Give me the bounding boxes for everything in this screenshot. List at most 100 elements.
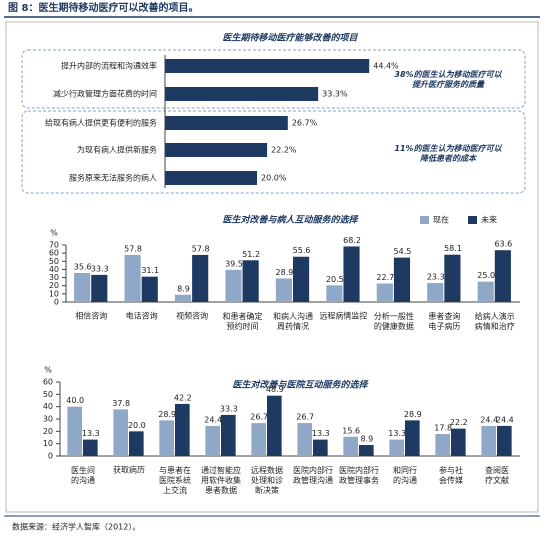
value-label: 63.6	[494, 240, 512, 249]
bar	[165, 59, 370, 73]
value-label: 25.0	[477, 271, 495, 280]
chart-title: 医生对改善与医院互动服务的选择	[232, 380, 369, 391]
category-label: 给现有病人提供更有便利的服务	[45, 118, 157, 128]
bar	[83, 439, 98, 456]
y-tick-label: 10	[49, 289, 59, 298]
value-label: 31.1	[141, 266, 159, 275]
x-tick-label: 给病人演示病情和治疗	[475, 311, 515, 331]
value-label: 42.2	[174, 393, 192, 402]
figure-title: 图 8：医生期待移动医疗可以改善的项目。	[8, 1, 198, 14]
x-tick-label: 通过智能应用软件收集患者数据	[201, 465, 241, 495]
bar	[293, 256, 310, 302]
x-tick-label: 相信咨询	[75, 311, 107, 321]
value-label: 8.9	[177, 284, 190, 293]
bar	[124, 254, 141, 302]
value-label: 37.8	[112, 399, 130, 408]
y-tick-label: 60	[43, 378, 53, 387]
bar	[165, 171, 257, 185]
bar	[405, 420, 420, 456]
value-label: 55.6	[293, 246, 311, 255]
bar	[376, 283, 393, 302]
value-label: 28.9	[404, 410, 422, 419]
bar	[435, 434, 450, 456]
value-label: 23.3	[427, 273, 445, 282]
value-label: 24.4	[496, 415, 514, 424]
y-tick-label: 50	[43, 390, 53, 399]
bar	[297, 423, 312, 456]
y-tick-label: 70	[49, 241, 59, 250]
bar	[129, 431, 144, 456]
value-label: 22.7	[376, 273, 394, 282]
source-note: 数据来源：经济学人智库（2012）。	[12, 522, 140, 532]
bar	[251, 423, 266, 456]
bar	[165, 143, 268, 157]
bar	[477, 281, 494, 302]
x-tick-label: 患者查询电子病历	[428, 311, 460, 331]
annotation: 11%的医生认为移动医疗可以降低患者的成本	[394, 144, 502, 163]
value-label: 57.8	[124, 244, 142, 253]
y-tick-label: 10	[43, 439, 53, 448]
legend-label: 未来	[481, 215, 497, 225]
value-label: 57.8	[192, 244, 210, 253]
bar	[91, 274, 108, 302]
value-label: 13.3	[82, 429, 100, 438]
x-tick-label: 医院内部行政管理沟通	[293, 465, 333, 485]
bar	[221, 414, 236, 456]
chart-title: 医生对改善与病人互动服务的选择	[222, 215, 359, 226]
y-tick-label: 50	[49, 257, 59, 266]
bar	[165, 87, 319, 101]
x-tick-label: 和同行的沟通	[393, 465, 417, 485]
bar	[113, 409, 128, 456]
value-label: 8.9	[360, 435, 373, 444]
category-label: 服务原来无法服务的病人	[69, 173, 157, 183]
value-label: 26.7	[250, 413, 268, 422]
bar	[313, 439, 328, 456]
value-label: 20.5	[326, 275, 344, 284]
bar	[174, 294, 192, 302]
bar	[389, 439, 404, 456]
bar	[74, 273, 91, 302]
value-label: 20.0	[128, 421, 146, 430]
x-tick-label: 查阅医疗文献	[485, 465, 509, 485]
value-label: 48.9	[266, 385, 284, 394]
bar	[326, 285, 343, 302]
bar	[444, 254, 461, 302]
bar	[343, 436, 358, 456]
bar	[242, 260, 259, 302]
value-label: 44.4%	[373, 62, 399, 71]
value-label: 51.2	[242, 250, 260, 259]
y-axis-label: %	[44, 366, 52, 375]
bar	[275, 278, 292, 302]
bar	[175, 403, 190, 456]
value-label: 15.6	[342, 426, 360, 435]
bar	[343, 246, 360, 302]
bar	[497, 425, 512, 456]
y-tick-label: 30	[43, 415, 53, 424]
value-label: 22.2	[450, 418, 468, 427]
x-tick-label: 和病人沟通周药情况	[273, 311, 313, 331]
value-label: 13.3	[388, 429, 406, 438]
value-label: 26.7	[296, 413, 314, 422]
x-tick-label: 远程病情监控	[319, 311, 367, 321]
y-tick-label: 40	[49, 265, 59, 274]
bar	[141, 276, 158, 302]
y-tick-label: 20	[49, 281, 59, 290]
chart-title: 医生期待移动医疗能够改善的项目	[222, 33, 358, 44]
bar	[225, 269, 242, 302]
bar	[67, 406, 82, 456]
annotation: 38%的医生认为移动医疗可以提升医疗服务的质量	[394, 70, 502, 89]
x-tick-label: 视频咨询	[176, 311, 208, 321]
value-label: 33.3	[220, 404, 238, 413]
y-tick-label: 0	[48, 452, 53, 461]
bar	[192, 254, 209, 302]
value-label: 39.5	[225, 259, 243, 268]
y-tick-label: 20	[43, 427, 53, 436]
frame	[5, 21, 539, 513]
value-label: 24.4	[204, 415, 222, 424]
value-label: 22.2%	[271, 146, 297, 155]
bar	[494, 250, 511, 302]
value-label: 33.3	[91, 264, 109, 273]
value-label: 20.0%	[261, 174, 287, 183]
value-label: 26.7%	[292, 119, 318, 128]
